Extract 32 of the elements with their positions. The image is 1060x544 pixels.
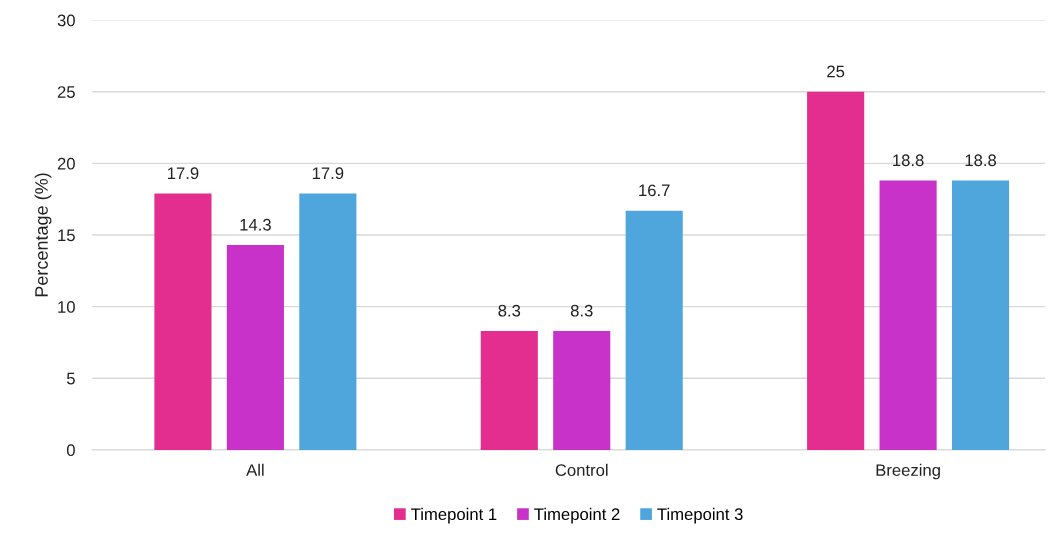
y-tick-label: 10 [58, 301, 75, 313]
bar [480, 330, 538, 450]
data-label: 8.3 [570, 304, 593, 317]
data-label: 18.8 [965, 154, 997, 167]
bar [625, 210, 683, 450]
bar [299, 193, 357, 450]
data-label: 25 [827, 65, 845, 78]
y-tick-label: 30 [57, 14, 75, 27]
bar [951, 180, 1010, 450]
data-label: 17.9 [312, 167, 344, 180]
data-label: 18.8 [893, 154, 924, 167]
data-label: 16.7 [639, 184, 670, 197]
bar [879, 180, 937, 450]
y-tick-label: 5 [66, 372, 75, 385]
bar [553, 330, 611, 450]
x-tick-label: Breezing [876, 463, 940, 480]
legend-label: Timepoint 3 [657, 507, 743, 524]
x-tick-label: Control [555, 463, 608, 477]
legend-label: Timepoint 1 [411, 507, 497, 524]
y-tick-label: 20 [57, 157, 75, 170]
bar [807, 91, 865, 450]
y-axis-title: Percentage (%) [34, 173, 52, 297]
y-tick-label: 25 [57, 86, 75, 98]
x-tick-label: All [246, 463, 264, 476]
legend-label: Timepoint 2 [534, 507, 620, 524]
data-label: 14.3 [240, 218, 271, 231]
data-label: 17.9 [168, 167, 199, 180]
bar [226, 245, 284, 450]
y-tick-label: 15 [58, 229, 75, 242]
bar [154, 193, 212, 450]
data-label: 8.3 [498, 304, 521, 317]
y-tick-label: 0 [66, 444, 75, 457]
